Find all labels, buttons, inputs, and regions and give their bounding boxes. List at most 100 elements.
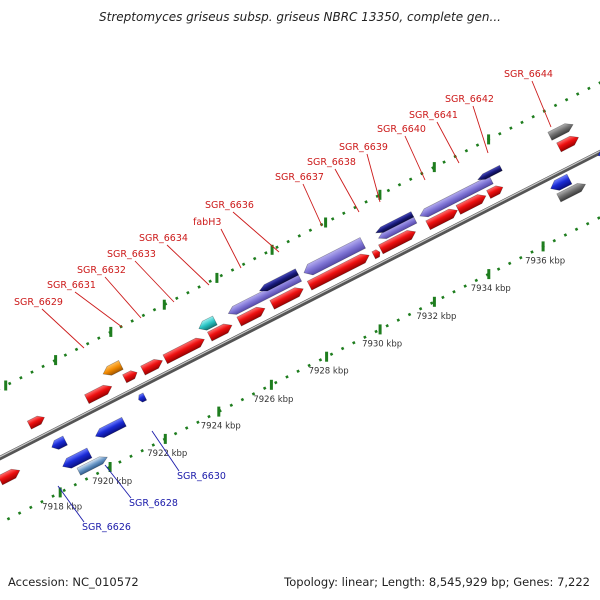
gene-label-text[interactable]: SGR_6626 — [82, 522, 131, 533]
scale-tick-mark — [432, 162, 436, 173]
gene-arrow[interactable] — [140, 356, 165, 376]
gene-label-top[interactable]: fabH3 — [193, 217, 242, 269]
gene-features — [0, 120, 600, 486]
gene-label-text[interactable]: SGR_6632 — [77, 265, 126, 276]
gene-label-top[interactable]: SGR_6637 — [275, 172, 324, 227]
leader-line — [104, 464, 132, 499]
gene-label-text[interactable]: SGR_6641 — [409, 110, 458, 121]
gene-arrow[interactable] — [207, 321, 234, 342]
gene-arrow[interactable] — [306, 251, 371, 291]
scale-label: 7930 kbp — [362, 339, 402, 349]
gene-label-text[interactable]: SGR_6630 — [177, 471, 226, 482]
scale-tick-mark — [541, 241, 545, 252]
gene-arrow[interactable] — [378, 227, 418, 255]
gene-label-text[interactable]: SGR_6631 — [47, 280, 96, 291]
scale-label: 7918 kbp — [42, 502, 82, 512]
gene-label-top[interactable]: SGR_6629 — [14, 297, 85, 349]
gene-arrow[interactable] — [258, 268, 299, 294]
gene-arrow[interactable] — [101, 360, 124, 378]
gene-label-text[interactable]: SGR_6633 — [107, 249, 156, 260]
gene-labels: SGR_6629 SGR_6631 SGR_6632 SGR_6633 SGR_6634… — [14, 69, 553, 533]
gene-arrow[interactable] — [418, 175, 494, 220]
gene-arrow[interactable] — [93, 416, 127, 440]
gene-arrow[interactable] — [26, 413, 46, 430]
dotted-line-lower — [6, 216, 600, 521]
gene-label-text[interactable]: SGR_6637 — [275, 172, 324, 183]
gene-arrow[interactable] — [374, 211, 415, 236]
gene-label-bottom[interactable]: SGR_6628 — [104, 464, 178, 509]
gene-arrow[interactable] — [547, 120, 575, 141]
gene-label-top[interactable]: SGR_6631 — [47, 280, 123, 328]
scale-tick-mark — [108, 462, 112, 472]
leader-line — [232, 211, 280, 253]
scale-tick-mark — [487, 269, 491, 280]
scale-tick-mark — [325, 351, 329, 362]
gene-arrow[interactable] — [0, 466, 22, 486]
scale-tick-mark — [215, 272, 219, 283]
gene-label-text[interactable]: SGR_6639 — [339, 142, 388, 153]
leader-line — [334, 168, 360, 213]
gene-arrow[interactable] — [548, 173, 573, 193]
gene-label-top[interactable]: SGR_6636 — [205, 200, 280, 253]
gene-label-top[interactable]: SGR_6638 — [307, 157, 360, 213]
scale-tick-mark — [4, 380, 8, 391]
gene-label-text[interactable]: SGR_6628 — [129, 498, 178, 509]
scale-label: 7936 kbp — [525, 256, 565, 266]
gene-label-text[interactable]: SGR_6634 — [139, 233, 188, 244]
accession-text: Accession: NC_010572 — [8, 575, 139, 589]
scale-tick-mark — [378, 324, 382, 335]
gene-arrow[interactable] — [556, 133, 581, 153]
scale-label: 7928 kbp — [309, 367, 349, 377]
gene-label-top[interactable]: SGR_6641 — [409, 110, 460, 164]
gene-label-top[interactable]: SGR_6632 — [77, 265, 142, 319]
gene-label-text[interactable]: SGR_6642 — [445, 94, 494, 105]
gene-arrow[interactable] — [269, 284, 306, 310]
gene-arrow[interactable] — [596, 141, 600, 160]
gene-arrow[interactable] — [76, 454, 109, 476]
gene-arrow[interactable] — [486, 183, 505, 199]
gene-label-bottom[interactable]: SGR_6630 — [151, 430, 226, 482]
gene-label-text[interactable]: fabH3 — [193, 217, 221, 228]
leader-line — [41, 308, 85, 349]
gene-arrow[interactable] — [60, 447, 93, 471]
gene-label-text[interactable]: SGR_6640 — [377, 124, 426, 135]
gene-label-bottom[interactable]: SGR_6626 — [57, 485, 131, 533]
gene-arrow[interactable] — [556, 180, 588, 203]
gene-label-text[interactable]: SGR_6636 — [205, 200, 254, 211]
gene-arrow[interactable] — [122, 368, 140, 384]
gene-arrow[interactable] — [301, 237, 366, 278]
gene-arrow[interactable] — [476, 164, 503, 182]
genome-axis — [0, 149, 600, 461]
scale-tick-mark — [324, 217, 328, 228]
gene-label-top[interactable]: SGR_6642 — [445, 94, 494, 154]
gene-label-text[interactable]: SGR_6644 — [504, 69, 553, 80]
gene-label-top[interactable]: SGR_6639 — [339, 142, 388, 203]
scale-label: 7932 kbp — [416, 312, 456, 322]
gene-arrow[interactable] — [455, 191, 488, 215]
gene-label-top[interactable]: SGR_6644 — [504, 69, 553, 128]
genome-title: Streptomyces griseus subsp. griseus NBRC… — [99, 10, 501, 24]
gene-label-top[interactable]: SGR_6633 — [107, 249, 175, 303]
gene-arrow[interactable] — [137, 392, 148, 403]
genome-info-text: Topology: linear; Length: 8,545,929 bp; … — [284, 575, 590, 589]
leader-line — [151, 430, 180, 472]
gene-label-top[interactable]: SGR_6640 — [377, 124, 426, 181]
gene-arrow[interactable] — [371, 249, 382, 260]
scale-tick-mark — [58, 487, 62, 498]
gene-arrow[interactable] — [162, 335, 207, 365]
scale-label: 7924 kbp — [201, 422, 241, 432]
gene-arrow[interactable] — [425, 206, 460, 231]
scale-tick-mark — [54, 355, 58, 366]
gene-arrow[interactable] — [50, 435, 68, 452]
leader-line — [366, 153, 381, 203]
gene-arrow[interactable] — [197, 315, 218, 333]
scale-label: 7920 kbp — [92, 477, 132, 487]
gene-label-text[interactable]: SGR_6638 — [307, 157, 356, 168]
gene-label-text[interactable]: SGR_6629 — [14, 297, 63, 308]
gene-arrow[interactable] — [84, 382, 114, 405]
gene-label-top[interactable]: SGR_6634 — [139, 233, 210, 286]
gene-arrow[interactable] — [236, 304, 267, 327]
axis-line — [0, 149, 600, 461]
